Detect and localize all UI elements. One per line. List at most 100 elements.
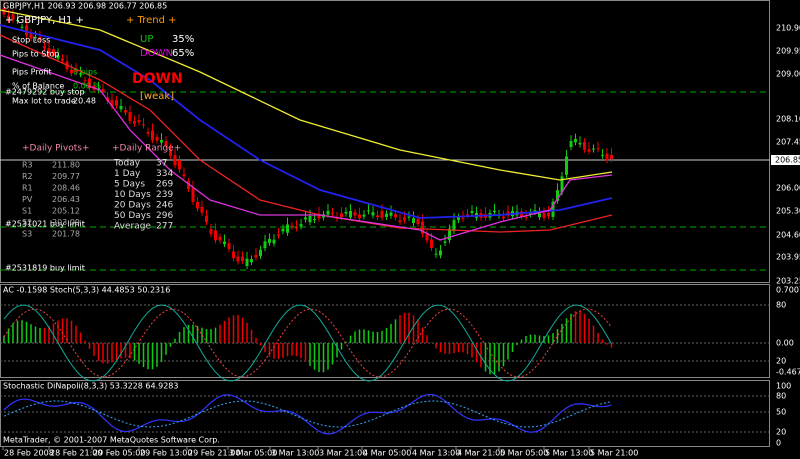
pivot-name: S1 [22,207,32,216]
candle [268,238,271,243]
candle [542,212,546,218]
candle [331,212,334,214]
candle [56,55,60,59]
candle [16,20,19,22]
candle [533,210,537,212]
candle [592,148,595,150]
up-pct: 35% [172,34,194,45]
copyright: MetaTrader, © 2001-2007 MetaQuotes Softw… [3,436,220,445]
candle [587,149,591,152]
plots [0,1,613,435]
candle [524,216,528,218]
candle [443,241,447,243]
time-tick-label: 5 Mar 21:00 [590,449,638,458]
candle [574,138,577,143]
price-tick-label: 207.45 [776,138,800,147]
candle [569,141,573,148]
candle [385,213,388,217]
down-pct: 65% [172,48,194,59]
candle [601,154,604,156]
trend-title: + Trend + [126,15,176,26]
price-tick-label: 210.90 [776,24,800,33]
candle [227,243,231,249]
candle [367,210,370,212]
ma-magenta [0,54,613,241]
layout [0,0,770,447]
range-value: 269 [156,180,173,190]
price-tick-label: 203.95 [776,253,800,262]
candle [241,256,244,261]
candle [34,37,37,39]
stoch-tick-label: 20 [776,428,786,437]
pivot-value: 203.09 [52,218,80,227]
time-tick-label: 29 Feb 05:00 [93,449,145,458]
candle [133,120,136,124]
price-tick-label: 208.10 [776,115,800,124]
price-tick-label: 204.60 [776,231,800,240]
candle [250,259,253,263]
stoch-tick-label: 50 [776,408,786,417]
candle [407,216,411,218]
candle [79,73,82,75]
candle [187,181,190,190]
range-title: +Daily Range+ [112,144,181,154]
candle [421,221,424,235]
candle [218,236,222,241]
range-value: 334 [156,169,173,179]
balance-value: 0.00 % [73,82,101,91]
candle [394,214,397,218]
candle [146,132,150,134]
time-tick-label: 28 Feb 2008 [4,449,54,458]
signal: DOWN [132,71,183,87]
candle [124,109,127,113]
candle [448,228,451,241]
symbol: + GBPJPY, H1 + [5,15,84,26]
pivot-name: PV [22,195,33,204]
candle [389,212,393,216]
candle [70,69,73,74]
candle [551,201,555,217]
candle [254,254,258,258]
pivot-name: R3 [22,161,33,170]
time-tick-label: 3 Mar 13:00 [271,449,319,458]
candle [398,220,402,223]
candle [83,80,87,82]
candle [353,212,357,216]
price-tick-label: 209.95 [776,47,800,56]
candle [173,155,177,166]
time-tick-label: 29 Feb 13:00 [140,449,192,458]
candle [169,149,172,156]
candle [7,15,10,21]
candle [52,49,55,56]
range-value: 37 [156,159,167,169]
candle [371,212,375,216]
candle [326,210,330,215]
candle [43,46,46,49]
range-name: 5 Days [114,180,145,190]
candle [178,160,181,170]
stoch-main [3,304,612,382]
pivot-value: 209.77 [52,172,80,181]
range-value: 277 [156,222,173,232]
current-price: 206.85 [775,156,800,165]
candle [556,190,559,201]
candle [470,211,474,214]
ac-tick-label: -0.4672 [776,368,800,377]
ac-tick-label: 0.00 [776,339,794,348]
pivot-value: 208.46 [52,184,80,193]
ac-tick-label: 80 [776,301,786,310]
candle [529,213,532,215]
candle [340,213,343,218]
candle [380,211,384,218]
candle [61,58,64,61]
candle [362,214,366,217]
candle [317,213,321,219]
range-value: 246 [156,201,173,211]
candle [610,154,613,160]
candle [115,100,118,106]
candle [596,148,600,150]
candle [461,217,465,219]
candle [578,142,582,145]
range-name: 1 Day [114,169,141,179]
